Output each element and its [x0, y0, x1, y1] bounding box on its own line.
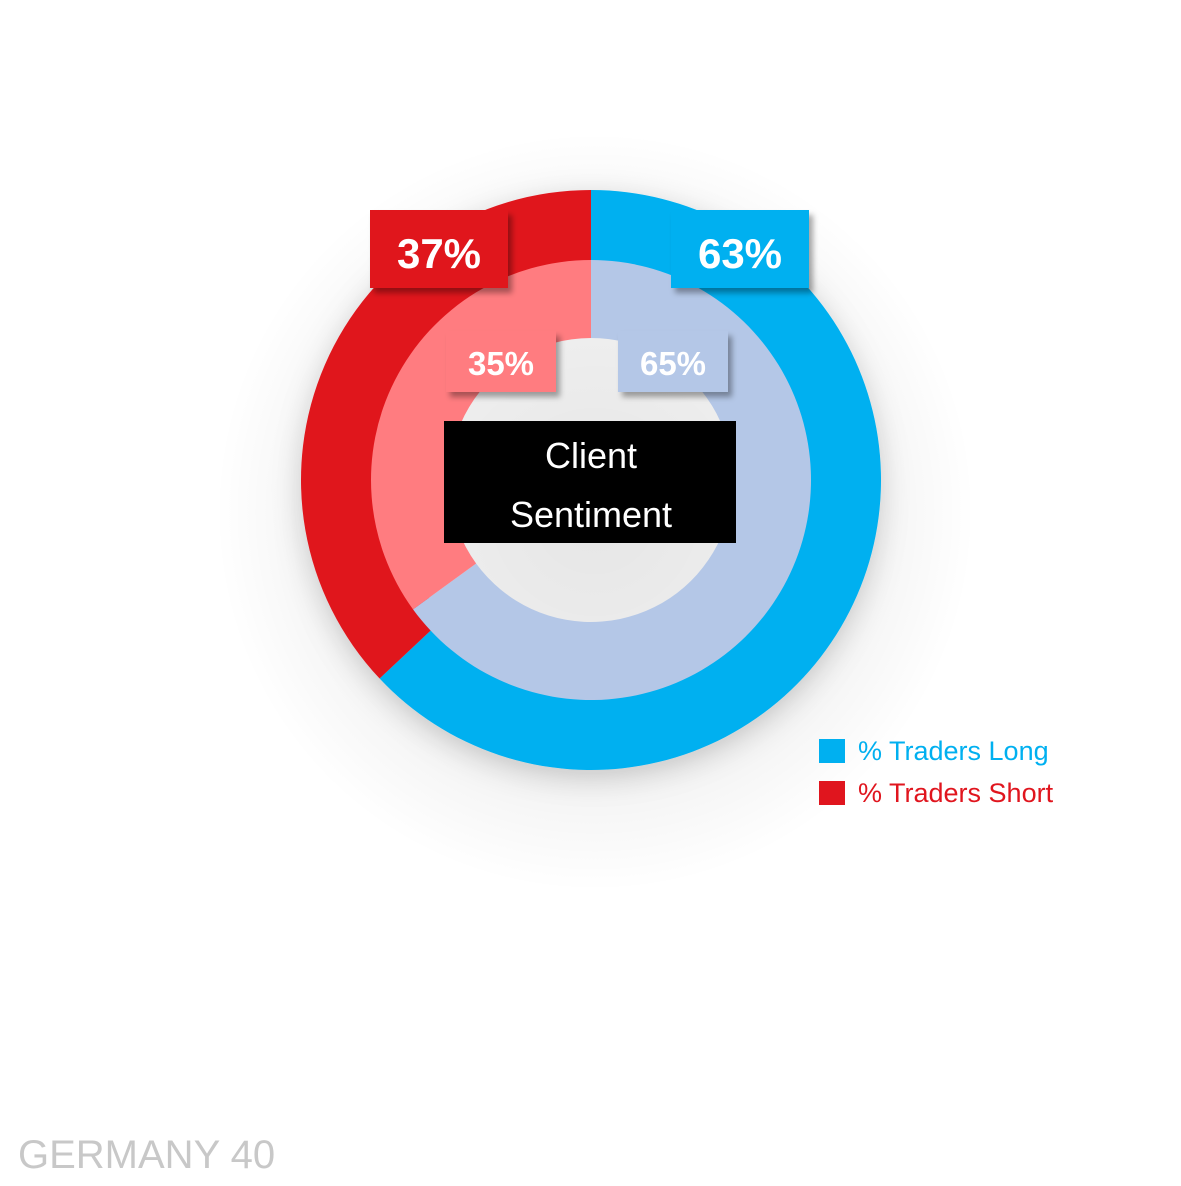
center-label-line-2: Sentiment: [510, 494, 672, 535]
data-label-inner-short: 35%: [468, 345, 534, 382]
center-label-line-1: Client: [545, 435, 637, 476]
data-label-box-outer-long: [671, 210, 809, 288]
legend-swatch-short: [819, 781, 845, 805]
data-labels: 63% 37% 65% 35%: [370, 210, 809, 392]
data-label-box-outer-short: [370, 210, 508, 288]
data-label-outer-short: 37%: [397, 230, 481, 277]
footer-label: GERMANY 40: [18, 1133, 275, 1177]
center-label-box: Client Sentiment: [444, 421, 736, 543]
legend-label-short: % Traders Short: [858, 778, 1054, 808]
legend: % Traders Long % Traders Short: [819, 736, 1054, 808]
data-label-inner-long: 65%: [640, 345, 706, 382]
data-label-box-inner-long: [618, 331, 728, 392]
legend-label-long: % Traders Long: [858, 736, 1049, 766]
legend-swatch-long: [819, 739, 845, 763]
data-label-outer-long: 63%: [698, 230, 782, 277]
center-label-background: [444, 421, 736, 543]
data-label-box-inner-short: [446, 331, 556, 392]
outer-ring-segment-short: [301, 189, 591, 679]
